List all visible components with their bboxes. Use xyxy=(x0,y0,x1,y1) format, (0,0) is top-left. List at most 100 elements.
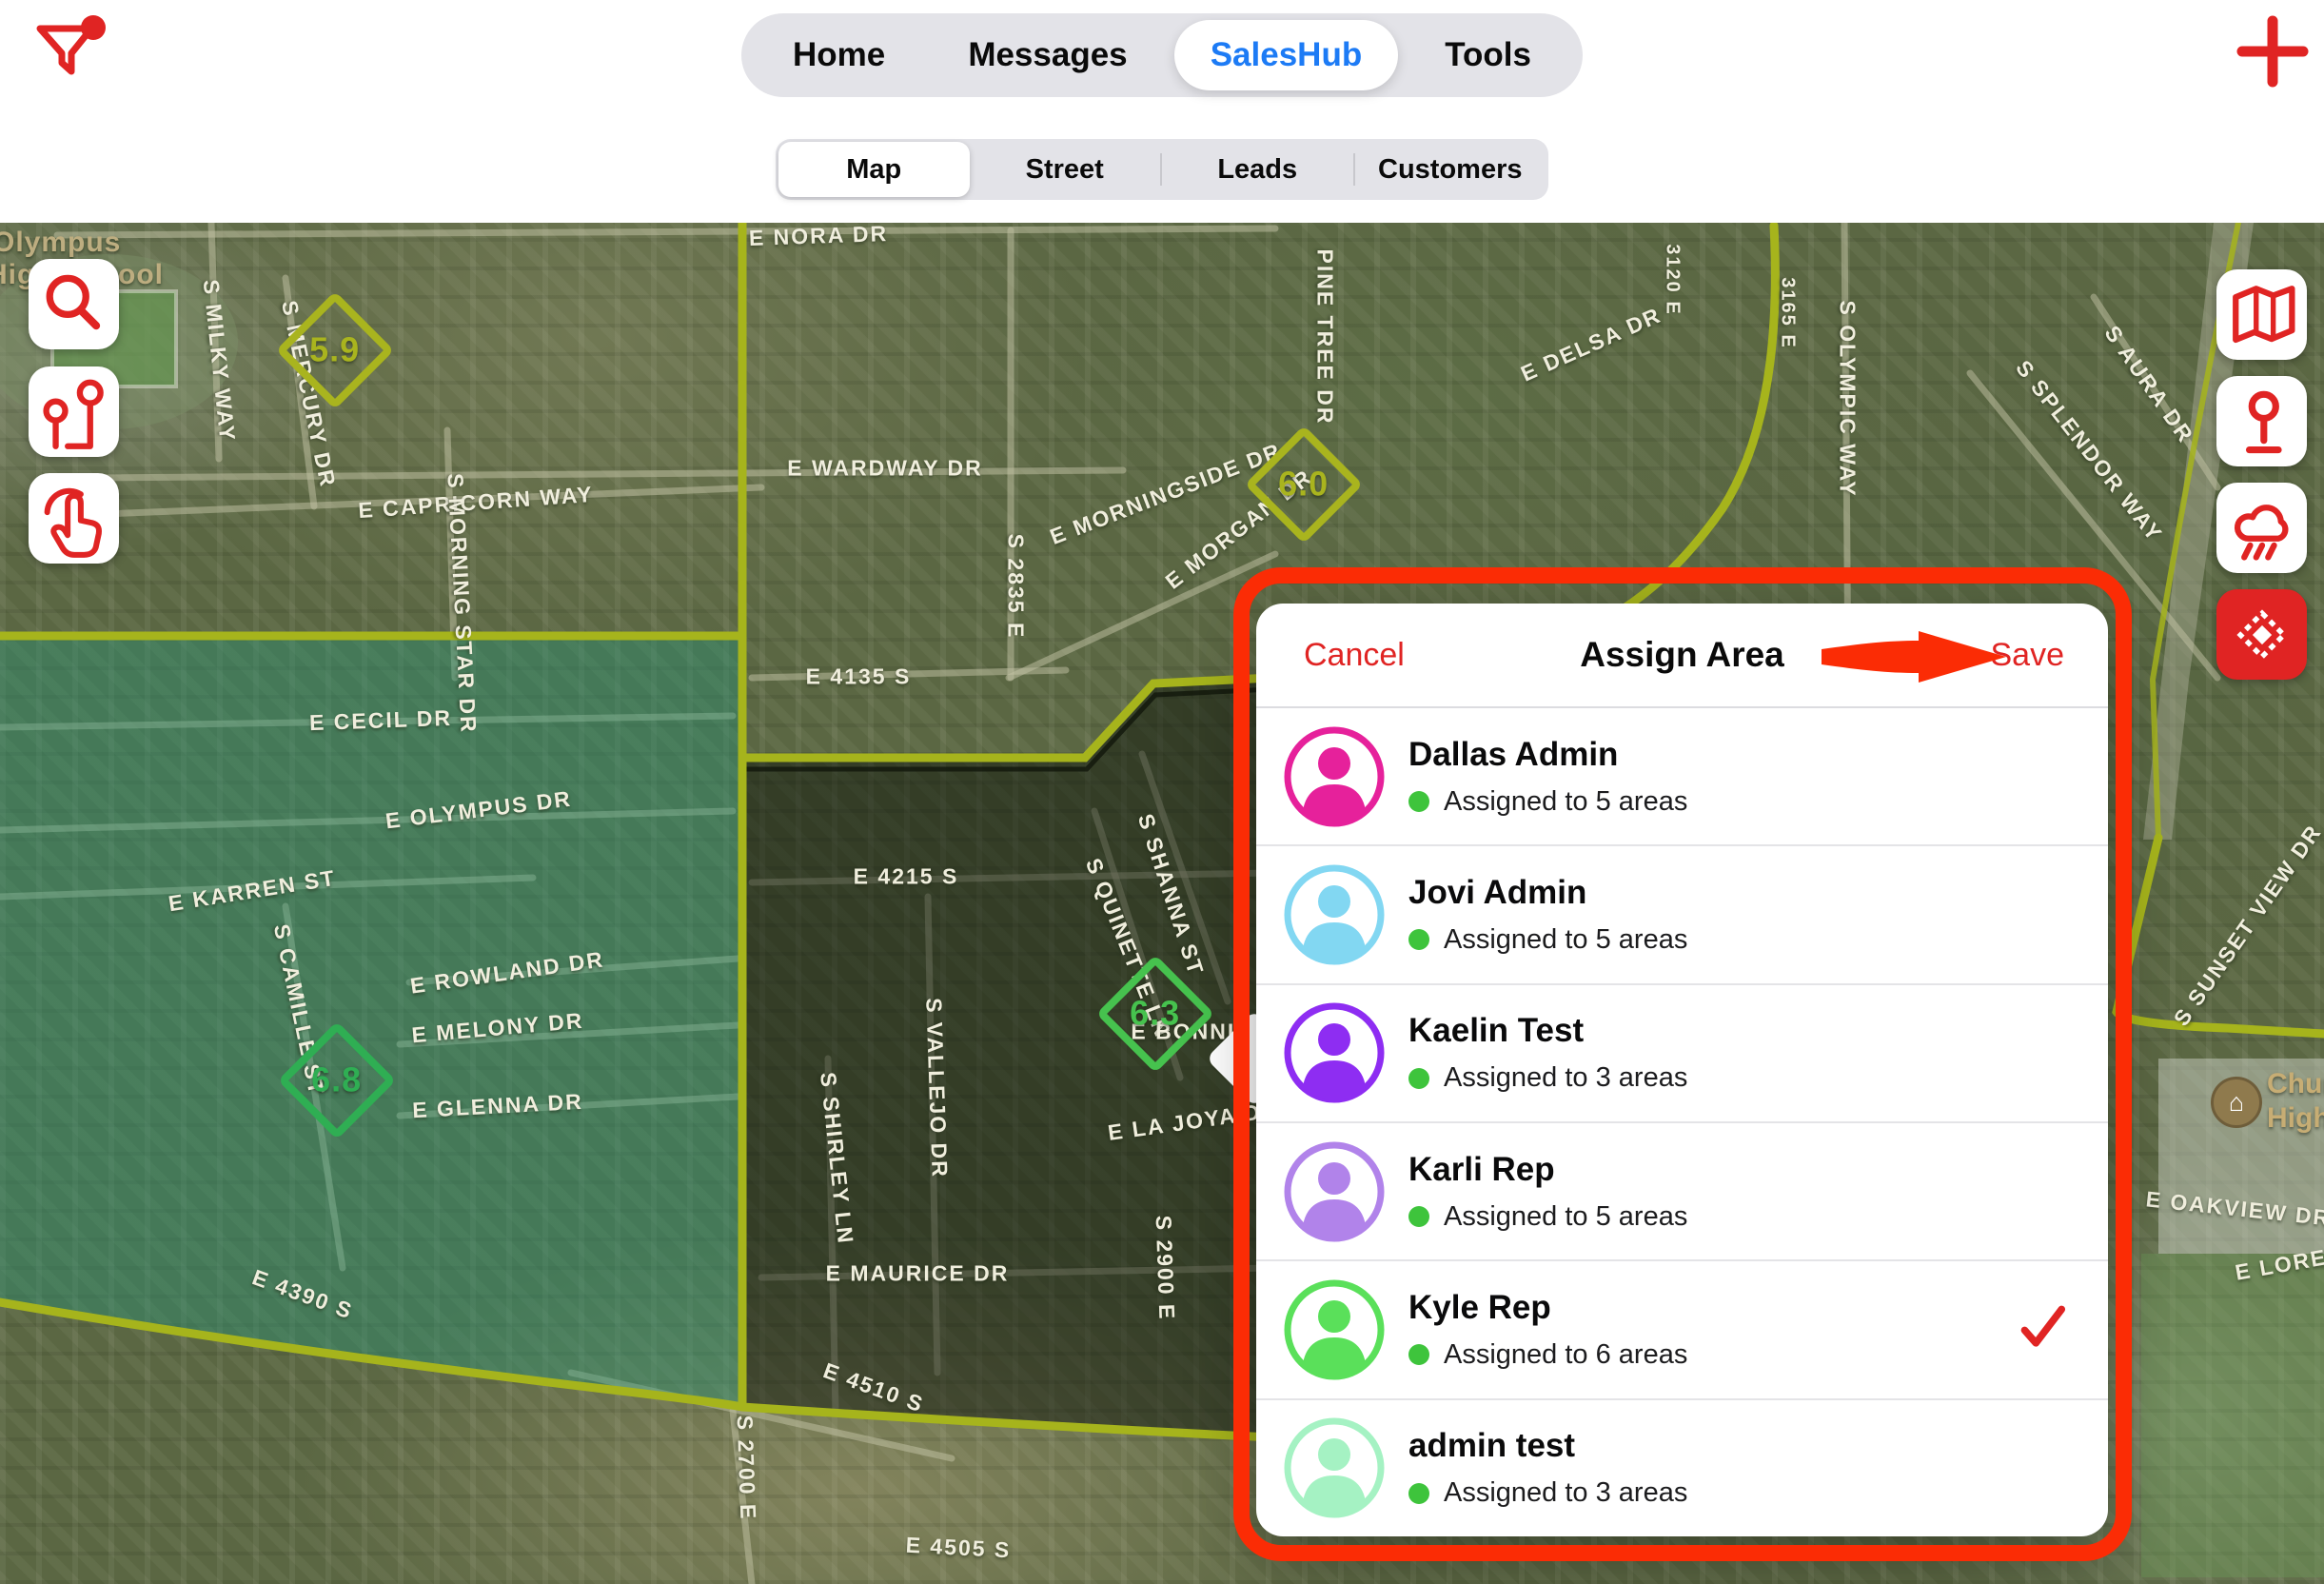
status-dot-icon xyxy=(1408,1067,1429,1089)
status-text: Assigned to 5 areas xyxy=(1444,1200,1688,1232)
avatar-person-icon xyxy=(1284,1141,1385,1242)
map-search-button[interactable] xyxy=(29,259,119,349)
territory-score-value: 6.3 xyxy=(1130,993,1181,1033)
status-dot-icon xyxy=(1408,1344,1429,1366)
nav-item-saleshub[interactable]: SalesHub xyxy=(1173,20,1399,90)
user-row[interactable]: Karli Rep Assigned to 5 areas xyxy=(1256,1123,2108,1262)
user-info: Karli Rep Assigned to 5 areas xyxy=(1408,1151,2068,1233)
street-label: E MAURICE DR xyxy=(825,1260,1010,1286)
user-info: Kaelin Test Assigned to 3 areas xyxy=(1408,1012,2068,1094)
user-status: Assigned to 5 areas xyxy=(1408,786,2068,818)
user-row[interactable]: Dallas Admin Assigned to 5 areas xyxy=(1256,708,2108,847)
user-row[interactable]: Jovi Admin Assigned to 5 areas xyxy=(1256,846,2108,985)
street-label: E 4215 S xyxy=(853,863,959,889)
user-name: Dallas Admin xyxy=(1408,735,1619,773)
save-button[interactable]: Save xyxy=(1990,636,2065,673)
user-info: Jovi Admin Assigned to 5 areas xyxy=(1408,874,2068,956)
drop-pin-button[interactable] xyxy=(2216,376,2307,466)
tap-hand-icon xyxy=(44,487,102,558)
avatar-person-icon xyxy=(1284,726,1385,827)
map-label-school-line1: Olympus xyxy=(0,227,122,258)
tab-customers[interactable]: Customers xyxy=(1378,153,1523,185)
nav-item-tools[interactable]: Tools xyxy=(1445,36,1531,73)
avatar xyxy=(1281,723,1388,830)
modal-header: Cancel Assign Area Save xyxy=(1256,604,2108,708)
selected-checkmark-icon xyxy=(2017,1301,2068,1357)
church-poi-label-line2: High S xyxy=(2267,1102,2324,1134)
user-info: Dallas Admin Assigned to 5 areas xyxy=(1408,736,2068,818)
user-status: Assigned to 6 areas xyxy=(1408,1339,2017,1371)
user-name: Jovi Admin xyxy=(1408,873,1587,911)
street-label: E 4135 S xyxy=(805,663,912,689)
weather-button[interactable] xyxy=(2216,483,2307,573)
street-label: 3120 E xyxy=(1662,244,1684,316)
rain-cloud-icon xyxy=(2234,504,2288,561)
user-name: Kyle Rep xyxy=(1408,1288,1551,1326)
nav-item-messages[interactable]: Messages xyxy=(968,36,1128,73)
map-view-segmented-control: Map Street Leads Customers xyxy=(776,139,1548,200)
user-status: Assigned to 3 areas xyxy=(1408,1477,2068,1509)
status-dot-icon xyxy=(1408,929,1429,951)
territory-score-value: 6.0 xyxy=(1278,464,1329,504)
top-bar: Home Messages SalesHub Tools Map Street Leads… xyxy=(0,0,2324,223)
map-route-button[interactable] xyxy=(29,366,119,457)
nav-item-home[interactable]: Home xyxy=(793,36,886,73)
user-name: Karli Rep xyxy=(1408,1150,1555,1188)
user-row[interactable]: Kaelin Test Assigned to 3 areas xyxy=(1256,985,2108,1123)
avatar xyxy=(1281,1277,1388,1383)
assign-area-modal: Cancel Assign Area Save Dallas Admin Ass… xyxy=(1256,604,2108,1536)
magnifier-icon xyxy=(46,274,100,329)
map-draw-button[interactable] xyxy=(29,473,119,564)
tab-divider xyxy=(1352,153,1355,186)
user-row[interactable]: Kyle Rep Assigned to 6 areas xyxy=(1256,1261,2108,1400)
status-text: Assigned to 5 areas xyxy=(1444,785,1688,817)
street-label: S 2835 E xyxy=(1003,533,1029,640)
street-label: S OLYMPIC WAY xyxy=(1835,300,1861,498)
street-label: S 2700 E xyxy=(732,1415,761,1521)
avatar xyxy=(1281,861,1388,968)
church-poi-icon: ⌂ xyxy=(2211,1077,2262,1128)
street-label: S 2900 E xyxy=(1151,1215,1180,1321)
status-text: Assigned to 6 areas xyxy=(1444,1338,1688,1370)
status-dot-icon xyxy=(1408,1206,1429,1228)
add-icon[interactable] xyxy=(2227,6,2318,97)
territory-score-value: 5.9 xyxy=(309,329,361,369)
filter-icon[interactable] xyxy=(27,8,118,99)
status-dot-icon xyxy=(1408,1482,1429,1504)
street-label: 3165 E xyxy=(1777,277,1799,349)
status-text: Assigned to 3 areas xyxy=(1444,1477,1688,1509)
tab-map[interactable]: Map xyxy=(778,142,970,197)
avatar xyxy=(1281,1415,1388,1521)
street-label: E 4505 S xyxy=(905,1532,1012,1563)
territory-score-value: 6.8 xyxy=(311,1059,363,1099)
avatar-person-icon xyxy=(1284,1417,1385,1518)
avatar-person-icon xyxy=(1284,1002,1385,1103)
avatar xyxy=(1281,1138,1388,1245)
user-name: admin test xyxy=(1408,1427,1576,1465)
user-status: Assigned to 5 areas xyxy=(1408,924,2068,956)
user-info: admin test Assigned to 3 areas xyxy=(1408,1427,2068,1509)
user-row[interactable]: admin test Assigned to 3 areas xyxy=(1256,1400,2108,1536)
folded-map-icon xyxy=(2232,285,2294,343)
street-label: E CECIL DR xyxy=(308,704,453,736)
user-list: Dallas Admin Assigned to 5 areas Jovi Ad… xyxy=(1256,708,2108,1536)
status-dot-icon xyxy=(1408,791,1429,813)
filter-notification-dot xyxy=(81,15,106,40)
street-label: E WARDWAY DR xyxy=(787,455,983,481)
user-status: Assigned to 5 areas xyxy=(1408,1201,2068,1233)
status-text: Assigned to 5 areas xyxy=(1444,923,1688,955)
cancel-button[interactable]: Cancel xyxy=(1304,636,1405,673)
user-info: Kyle Rep Assigned to 6 areas xyxy=(1408,1289,2017,1371)
user-name: Kaelin Test xyxy=(1408,1012,1585,1050)
tab-leads[interactable]: Leads xyxy=(1217,153,1298,185)
user-status: Assigned to 3 areas xyxy=(1408,1062,2068,1094)
tab-street[interactable]: Street xyxy=(1025,153,1104,185)
dashed-diamond-icon xyxy=(2235,608,2288,661)
avatar-person-icon xyxy=(1284,864,1385,965)
avatar xyxy=(1281,1000,1388,1106)
avatar-person-icon xyxy=(1284,1279,1385,1380)
route-pins-icon xyxy=(42,379,104,449)
map-layers-button[interactable] xyxy=(2216,269,2307,360)
area-select-button-active[interactable] xyxy=(2216,589,2307,680)
